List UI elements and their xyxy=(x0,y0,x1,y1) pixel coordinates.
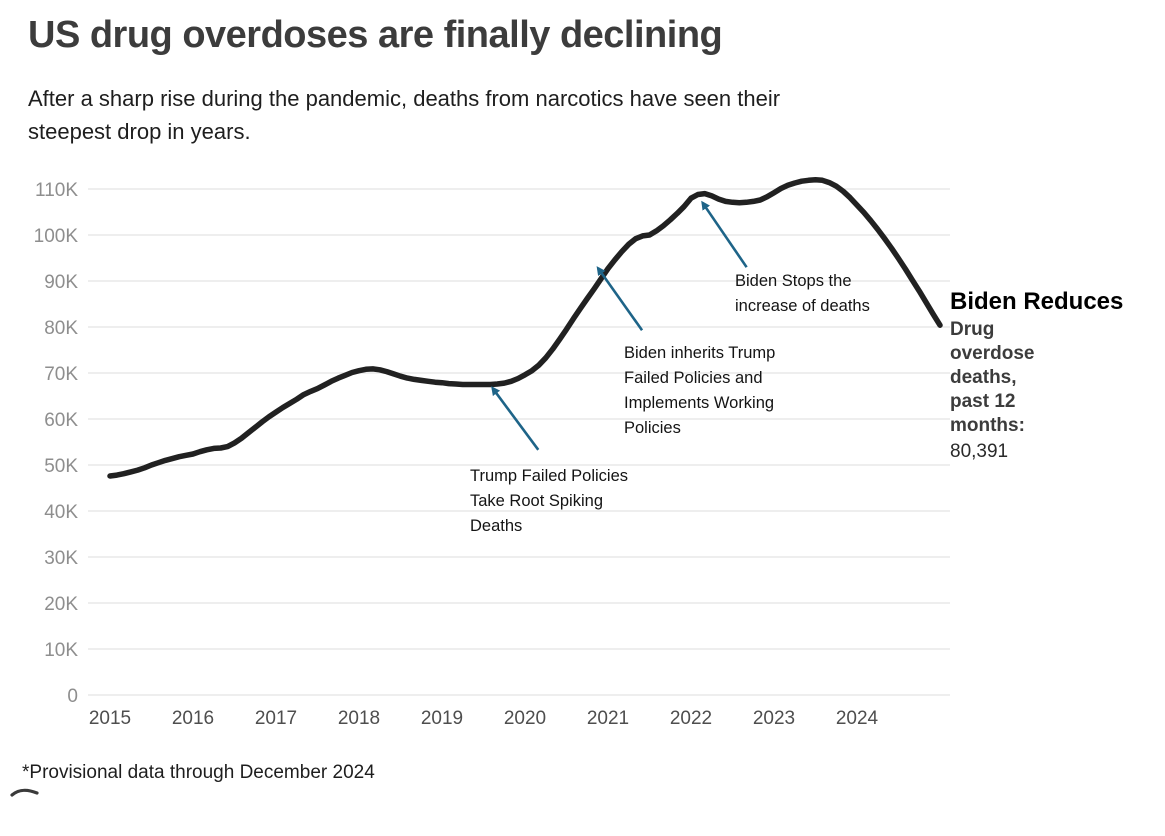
annotation-arrows xyxy=(491,200,748,451)
x-tick-label: 2024 xyxy=(836,708,879,729)
x-tick-label: 2022 xyxy=(670,708,712,729)
stray-pen-mark xyxy=(10,788,39,797)
x-tick-label: 2020 xyxy=(504,708,546,729)
x-tick-label: 2018 xyxy=(338,708,380,729)
side-label-value: 80,391 xyxy=(950,441,1009,462)
y-tick-label: 100K xyxy=(34,226,79,247)
side-label-description: Drug overdose deaths, past 12 months: xyxy=(950,319,1035,436)
x-tick-label: 2021 xyxy=(587,708,629,729)
side-label-block: Biden Reduces Drug overdose deaths, past… xyxy=(950,288,1140,464)
x-tick-label: 2017 xyxy=(255,708,297,729)
y-tick-label: 10K xyxy=(44,640,78,661)
y-tick-label: 110K xyxy=(35,180,78,201)
y-tick-label: 20K xyxy=(44,594,78,615)
y-tick-label: 0 xyxy=(67,686,78,707)
y-tick-label: 80K xyxy=(44,318,78,339)
footnote: *Provisional data through December 2024 xyxy=(22,762,375,783)
annotation-arrow-biden-stops xyxy=(701,200,748,268)
annotation-trump-failed-policies: Trump Failed Policies Take Root Spiking … xyxy=(470,467,629,535)
x-tick-label: 2019 xyxy=(421,708,463,729)
y-tick-label: 30K xyxy=(44,548,78,569)
annotation-arrow-trump-failed-policies xyxy=(491,386,540,451)
x-tick-label: 2023 xyxy=(753,708,795,729)
y-tick-label: 90K xyxy=(44,272,78,293)
y-tick-label: 50K xyxy=(44,456,78,477)
y-tick-label: 60K xyxy=(44,410,78,431)
page-subtitle: After a sharp rise during the pandemic, … xyxy=(28,86,781,144)
y-tick-label: 40K xyxy=(44,502,78,523)
annotation-arrow-biden-inherits xyxy=(596,266,644,331)
y-tick-label: 70K xyxy=(44,364,78,385)
annotation-biden-stops: Biden Stops the increase of deaths xyxy=(735,272,870,315)
overdose-line-series xyxy=(107,177,943,479)
x-tick-label: 2016 xyxy=(172,708,214,729)
x-axis-labels: 2015 2016 2017 2018 2019 2020 2021 2022 2023 2024 xyxy=(89,708,879,729)
gridlines xyxy=(88,188,950,696)
y-axis-labels: 0 10K 20K 30K 40K 50K 60K 70K 80K 90K 100K 110K xyxy=(34,180,79,707)
x-tick-label: 2015 xyxy=(89,708,131,729)
overdose-line xyxy=(107,177,943,479)
annotation-biden-inherits: Biden inherits Trump Failed Policies and… xyxy=(624,344,776,437)
side-label-headline: Biden Reduces xyxy=(950,288,1124,315)
page-title: US drug overdoses are finally declining xyxy=(28,14,723,56)
